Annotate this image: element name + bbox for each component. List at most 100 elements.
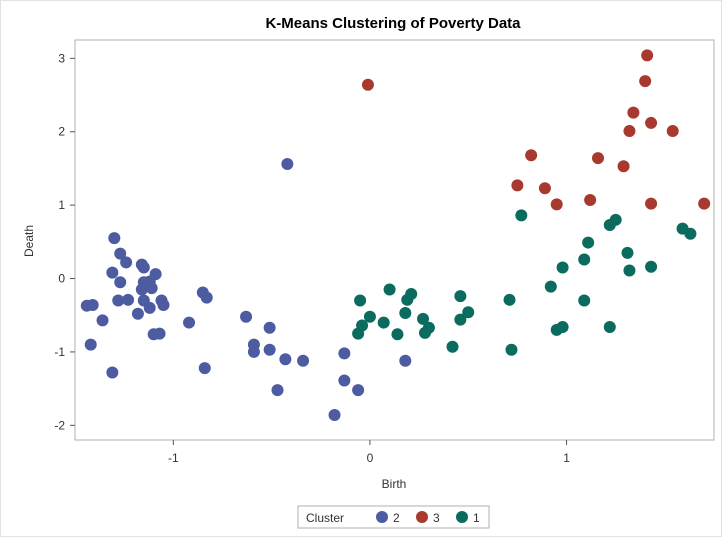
data-point-cluster-1 <box>544 280 557 293</box>
data-point-cluster-2 <box>247 345 260 358</box>
data-point-cluster-2 <box>143 301 156 314</box>
data-point-cluster-3 <box>698 197 711 210</box>
y-axis: -2 -1 0 1 2 3 <box>54 51 75 432</box>
data-point-cluster-1 <box>462 306 475 319</box>
data-point-cluster-1 <box>582 236 595 249</box>
data-point-cluster-2 <box>96 314 109 327</box>
data-point-cluster-2 <box>198 362 211 375</box>
data-point-cluster-3 <box>623 125 636 138</box>
y-tick-label: 3 <box>58 51 65 65</box>
data-point-cluster-2 <box>263 343 276 356</box>
data-point-cluster-1 <box>446 340 459 353</box>
legend-label-2: 2 <box>393 511 400 525</box>
data-point-cluster-2 <box>352 384 365 397</box>
data-point-cluster-1 <box>515 209 528 222</box>
data-point-cluster-2 <box>157 298 170 311</box>
legend: Cluster 2 3 1 <box>297 505 490 529</box>
legend-items: 2 3 1 <box>376 511 480 525</box>
data-point-cluster-1 <box>454 290 467 303</box>
data-point-cluster-2 <box>106 266 119 279</box>
data-point-cluster-2 <box>263 321 276 334</box>
data-point-cluster-1 <box>422 321 435 334</box>
data-point-cluster-3 <box>591 152 604 165</box>
data-point-cluster-2 <box>153 327 166 340</box>
legend-box <box>297 505 490 529</box>
data-point-cluster-1 <box>399 307 412 320</box>
data-point-cluster-1 <box>556 261 569 274</box>
data-point-cluster-2 <box>338 374 351 387</box>
data-point-cluster-2 <box>106 366 119 379</box>
data-points <box>80 49 711 422</box>
data-point-cluster-2 <box>145 282 158 295</box>
data-point-cluster-3 <box>617 160 630 173</box>
x-tick-label: -1 <box>168 451 179 465</box>
data-point-cluster-2 <box>338 347 351 360</box>
x-axis: -1 0 1 <box>168 440 570 465</box>
data-point-cluster-3 <box>627 106 640 119</box>
data-point-cluster-3 <box>641 49 654 62</box>
data-point-cluster-2 <box>297 354 310 367</box>
legend-marker-3 <box>416 511 428 523</box>
data-point-cluster-2 <box>112 294 125 307</box>
data-point-cluster-3 <box>666 125 679 138</box>
data-point-cluster-2 <box>114 247 127 260</box>
x-tick-label: 1 <box>563 451 570 465</box>
legend-label-3: 3 <box>433 511 440 525</box>
y-tick-label: 2 <box>58 125 65 139</box>
data-point-cluster-1 <box>383 283 396 296</box>
data-point-cluster-2 <box>108 232 121 245</box>
data-point-cluster-3 <box>525 149 538 162</box>
x-tick-label: 0 <box>367 451 374 465</box>
data-point-cluster-1 <box>363 310 376 323</box>
data-point-cluster-1 <box>405 287 418 300</box>
data-point-cluster-2 <box>137 261 150 274</box>
data-point-cluster-2 <box>131 307 144 320</box>
data-point-cluster-3 <box>550 198 563 211</box>
plot-area <box>74 39 715 441</box>
data-point-cluster-2 <box>399 354 412 367</box>
data-point-cluster-2 <box>279 353 292 366</box>
data-point-cluster-2 <box>183 316 196 329</box>
data-point-cluster-1 <box>354 294 367 307</box>
data-point-cluster-1 <box>621 246 634 259</box>
data-point-cluster-1 <box>503 293 516 306</box>
y-tick-label: 0 <box>58 272 65 286</box>
data-point-cluster-2 <box>84 338 97 351</box>
data-point-cluster-2 <box>86 298 99 311</box>
y-tick-label: -2 <box>54 418 65 432</box>
data-point-cluster-2 <box>120 256 133 269</box>
data-point-cluster-3 <box>645 116 658 129</box>
data-point-cluster-3 <box>645 197 658 210</box>
y-tick-label: -1 <box>54 345 65 359</box>
data-point-cluster-2 <box>149 268 162 281</box>
y-tick-label: 1 <box>58 198 65 212</box>
data-point-cluster-1 <box>505 343 518 356</box>
data-point-cluster-1 <box>645 260 658 273</box>
data-point-cluster-3 <box>511 179 524 192</box>
legend-marker-2 <box>376 511 388 523</box>
data-point-cluster-1 <box>623 264 636 277</box>
data-point-cluster-2 <box>240 310 253 323</box>
data-point-cluster-1 <box>578 253 591 266</box>
legend-marker-1 <box>456 511 468 523</box>
data-point-cluster-2 <box>328 409 341 422</box>
legend-label-1: 1 <box>473 511 480 525</box>
data-point-cluster-1 <box>556 320 569 333</box>
legend-title: Cluster <box>306 511 344 525</box>
data-point-cluster-1 <box>609 213 622 226</box>
data-point-cluster-2 <box>200 291 213 304</box>
data-point-cluster-1 <box>684 227 697 240</box>
chart-title: K-Means Clustering of Poverty Data <box>265 15 521 32</box>
data-point-cluster-1 <box>578 294 591 307</box>
data-point-cluster-2 <box>114 276 127 289</box>
data-point-cluster-3 <box>538 182 551 195</box>
data-point-cluster-1 <box>603 320 616 333</box>
data-point-cluster-2 <box>122 293 135 306</box>
data-point-cluster-1 <box>417 312 430 325</box>
data-point-cluster-2 <box>271 384 284 397</box>
data-point-cluster-1 <box>454 313 467 326</box>
data-point-cluster-1 <box>391 328 404 341</box>
data-point-cluster-1 <box>352 327 365 340</box>
